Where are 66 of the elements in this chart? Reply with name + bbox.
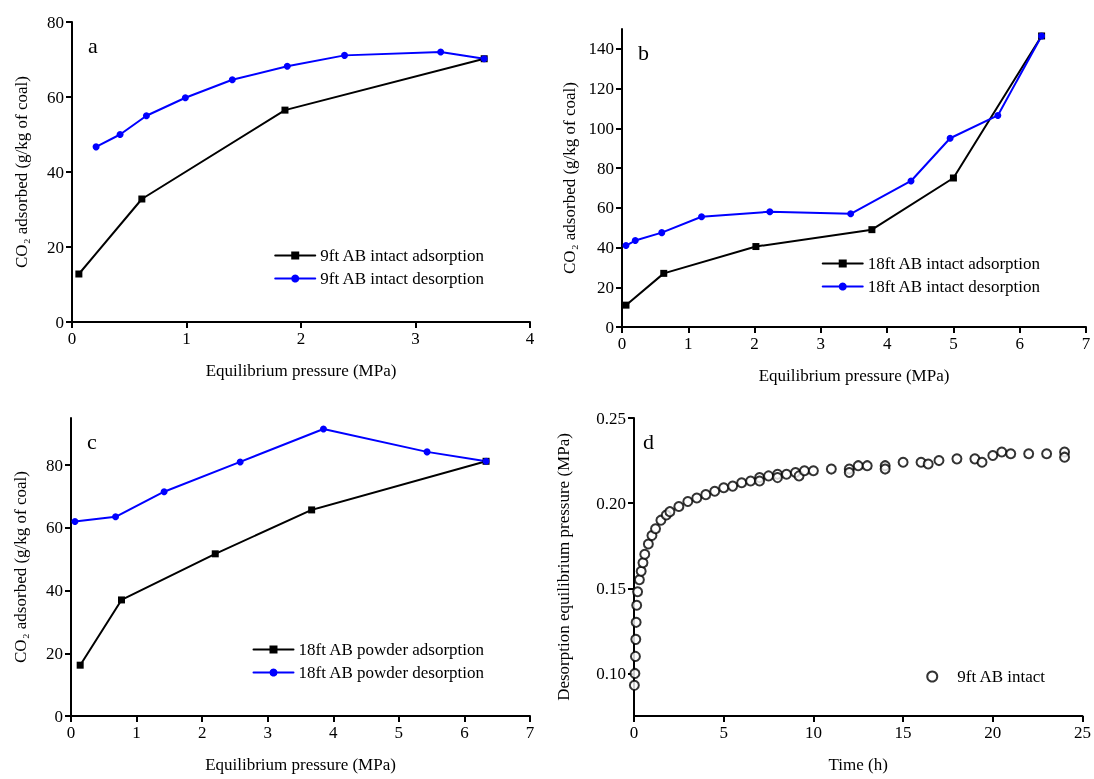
x-tick-label: 2 xyxy=(296,329,306,348)
x-tick-label: 5 xyxy=(394,723,404,742)
x-tick-label: 4 xyxy=(882,334,892,353)
legend-label: 18ft AB powder desorption xyxy=(298,663,485,682)
x-tick-label: 15 xyxy=(894,723,912,742)
y-tick-label: 40 xyxy=(47,162,64,182)
x-tick-label: 5 xyxy=(719,723,728,742)
y-tick-label: 20 xyxy=(597,277,614,297)
x-tick-label: 2 xyxy=(197,723,207,742)
x-tick-label: 10 xyxy=(804,723,822,742)
y-tick-label: 80 xyxy=(597,158,614,178)
y-tick-label: 0 xyxy=(54,706,63,726)
y-tick-label: 120 xyxy=(588,79,614,99)
y-tick-label: 100 xyxy=(588,118,614,138)
y-tick-label: 0.25 xyxy=(596,408,626,428)
x-tick-label: 3 xyxy=(411,329,420,348)
y-tick-label: 80 xyxy=(47,12,64,32)
x-tick-label: 2 xyxy=(750,334,759,353)
y-axis-title: CO₂ adsorbed (g/kg of coal) xyxy=(11,471,30,663)
annotation: b xyxy=(638,39,649,65)
y-tick-label: 0.20 xyxy=(596,493,626,513)
annotation: a xyxy=(88,32,98,58)
x-tick-label: 4 xyxy=(525,329,535,348)
y-tick-label: 40 xyxy=(597,238,614,258)
legend-label: 9ft AB intact xyxy=(957,667,1046,686)
y-tick-label: 20 xyxy=(47,237,64,257)
y-tick-label: 0.15 xyxy=(596,578,626,598)
y-tick-label: 60 xyxy=(46,518,63,538)
x-tick-label: 6 xyxy=(460,723,469,742)
y-tick-label: 0 xyxy=(55,312,64,332)
y-axis-title: CO₂ adsorbed (g/kg of coal) xyxy=(559,82,579,274)
annotation: d xyxy=(643,428,654,454)
y-tick-label: 60 xyxy=(597,198,614,218)
x-tick-label: 0 xyxy=(67,329,77,348)
x-axis-title: Equilibrium pressure (MPa) xyxy=(758,366,950,385)
legend-label: 9ft AB intact adsorption xyxy=(320,246,485,265)
y-axis-title: Desorption equilibrium pressure (MPa) xyxy=(554,433,573,701)
y-tick-label: 20 xyxy=(46,643,63,663)
legend-label: 18ft AB powder adsorption xyxy=(298,640,485,659)
x-tick-label: 1 xyxy=(132,723,141,742)
x-tick-label: 4 xyxy=(329,723,339,742)
x-tick-label: 20 xyxy=(984,723,1002,742)
legend-label: 18ft AB intact desorption xyxy=(867,277,1041,296)
y-tick-label: 60 xyxy=(47,87,64,107)
x-axis-title: Equilibrium pressure (MPa) xyxy=(205,361,397,380)
y-tick-label: 0.10 xyxy=(596,663,626,683)
x-tick-label: 0 xyxy=(629,723,639,742)
legend-label: 9ft AB intact desorption xyxy=(320,269,485,288)
x-tick-label: 0 xyxy=(66,723,76,742)
x-tick-label: 6 xyxy=(1015,334,1024,353)
x-tick-label: 25 xyxy=(1074,723,1091,742)
x-axis-title: Time (h) xyxy=(828,755,888,774)
x-tick-label: 7 xyxy=(525,723,535,742)
x-axis-title: Equilibrium pressure (MPa) xyxy=(205,755,396,774)
legend-label: 18ft AB intact adsorption xyxy=(867,254,1041,273)
annotation: c xyxy=(87,428,97,454)
x-tick-label: 1 xyxy=(684,334,693,353)
y-axis-title: CO₂ adsorbed (g/kg of coal) xyxy=(12,76,31,268)
y-tick-label: 80 xyxy=(46,455,63,475)
x-tick-label: 3 xyxy=(816,334,826,353)
x-tick-label: 7 xyxy=(1081,334,1091,353)
x-tick-label: 1 xyxy=(182,329,191,348)
x-tick-label: 5 xyxy=(949,334,958,353)
x-tick-label: 3 xyxy=(263,723,272,742)
y-tick-label: 40 xyxy=(46,581,63,601)
y-tick-label: 140 xyxy=(588,39,614,59)
